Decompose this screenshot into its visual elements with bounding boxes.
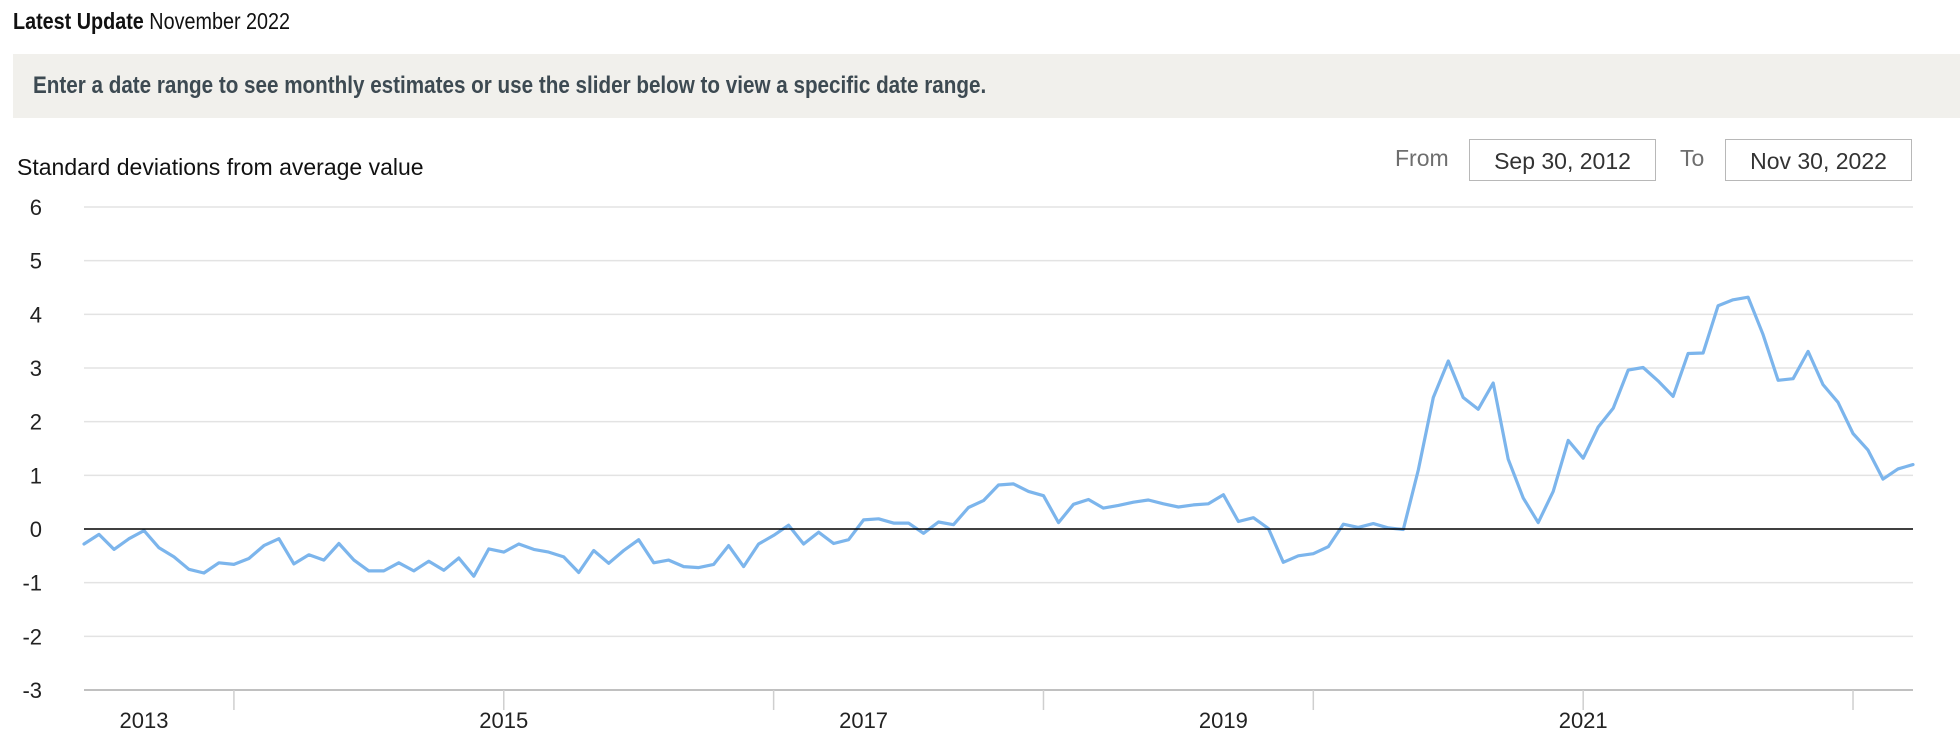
x-tick-label: 2013 — [119, 708, 168, 733]
x-tick-label: 2021 — [1559, 708, 1608, 733]
x-tick-label: 2017 — [839, 708, 888, 733]
instruction-banner: Enter a date range to see monthly estima… — [13, 54, 1960, 118]
y-tick-label: -3 — [22, 678, 42, 703]
from-label: From — [1395, 145, 1449, 171]
y-tick-label: -1 — [22, 571, 42, 596]
y-tick-label: 5 — [30, 249, 42, 274]
y-tick-label: 1 — [30, 463, 42, 488]
y-tick-label: 4 — [30, 302, 42, 327]
latest-update-value: November 2022 — [149, 8, 291, 34]
y-tick-label: 3 — [30, 356, 42, 381]
latest-update: Latest Update November 2022 — [13, 8, 290, 35]
x-tick-label: 2015 — [479, 708, 528, 733]
series-line — [82, 295, 1915, 578]
y-tick-label: 6 — [30, 195, 42, 220]
to-date-input[interactable]: Nov 30, 2022 — [1725, 139, 1912, 181]
latest-update-label: Latest Update — [13, 8, 144, 34]
from-date-input[interactable]: Sep 30, 2012 — [1469, 139, 1656, 181]
y-axis-title: Standard deviations from average value — [17, 154, 424, 180]
x-tick-label: 2019 — [1199, 708, 1248, 733]
to-label: To — [1680, 145, 1705, 171]
instruction-text: Enter a date range to see monthly estima… — [33, 72, 987, 99]
y-tick-label: 0 — [30, 517, 42, 542]
y-tick-label: 2 — [30, 410, 42, 435]
y-tick-label: -2 — [22, 624, 42, 649]
